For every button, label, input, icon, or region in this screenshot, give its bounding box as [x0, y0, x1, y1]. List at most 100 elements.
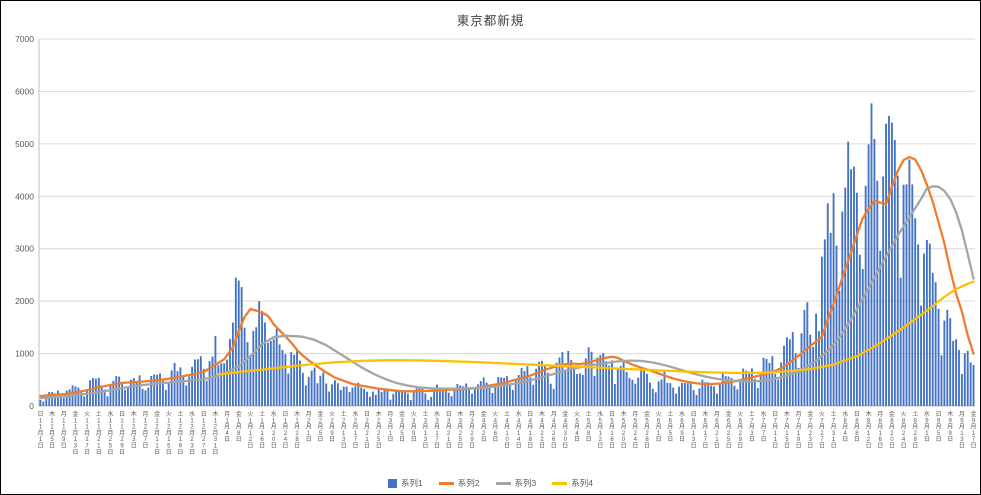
legend-label: 系列3 [514, 478, 537, 488]
gridlines [39, 38, 975, 407]
svg-text:1000: 1000 [15, 349, 34, 359]
chart-title[interactable]: 東京都新規 [456, 14, 525, 28]
svg-text:0: 0 [29, 401, 34, 411]
bar-series[interactable] [39, 103, 975, 407]
y-axis-labels: 0 1000 2000 3000 4000 5000 6000 7000 [15, 34, 34, 411]
svg-text:6000: 6000 [15, 86, 34, 96]
line-series-4[interactable] [217, 280, 975, 376]
legend-item[interactable]: 系列4 [552, 477, 593, 489]
line-series-3[interactable] [39, 185, 975, 400]
legend-label: 系列4 [571, 478, 593, 488]
svg-text:7000: 7000 [15, 34, 34, 44]
legend-item[interactable]: 系列2 [438, 477, 480, 489]
svg-text:4000: 4000 [15, 191, 34, 201]
legend-label: 系列1 [401, 478, 423, 488]
line-series-2[interactable] [39, 155, 975, 398]
legend: 系列1 系列2 系列3 系列4 [1, 477, 980, 489]
x-axis-labels: 日 1 1 月 1 日木 1 1 月 5 日月 1 1 月 9 日金 1 1 月 1 3 日火 1 1 月 1 7 日土 1 1 月 2 1 日水… [37, 410, 976, 456]
legend-label: 系列2 [457, 478, 480, 488]
svg-text:3000: 3000 [15, 244, 34, 254]
legend-item[interactable]: 系列1 [388, 477, 423, 489]
legend-item[interactable]: 系列3 [495, 477, 537, 489]
svg-text:5000: 5000 [15, 139, 34, 149]
legend-bar-marker [388, 478, 398, 488]
legend-line-marker [438, 481, 454, 485]
legend-line-marker [552, 481, 568, 485]
